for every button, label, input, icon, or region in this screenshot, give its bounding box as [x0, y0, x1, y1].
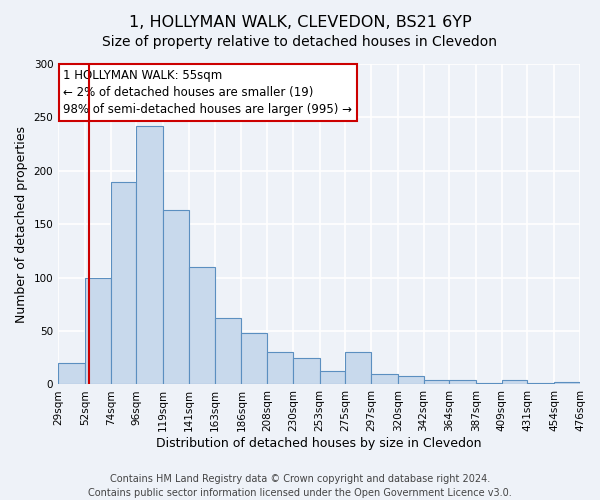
Y-axis label: Number of detached properties: Number of detached properties [15, 126, 28, 322]
Bar [163, 210, 189, 384]
Bar [85, 278, 111, 384]
Bar [346, 352, 371, 384]
Text: 1 HOLLYMAN WALK: 55sqm
← 2% of detached houses are smaller (19)
98% of semi-deta: 1 HOLLYMAN WALK: 55sqm ← 2% of detached … [64, 69, 352, 116]
Bar [398, 376, 424, 384]
Text: Size of property relative to detached houses in Clevedon: Size of property relative to detached ho… [103, 35, 497, 49]
Text: 1, HOLLYMAN WALK, CLEVEDON, BS21 6YP: 1, HOLLYMAN WALK, CLEVEDON, BS21 6YP [128, 15, 472, 30]
Bar [320, 370, 346, 384]
Bar [215, 318, 241, 384]
Bar [502, 380, 527, 384]
Bar [189, 267, 215, 384]
Bar [554, 382, 580, 384]
X-axis label: Distribution of detached houses by size in Clevedon: Distribution of detached houses by size … [157, 437, 482, 450]
Bar [111, 182, 136, 384]
Text: Contains HM Land Registry data © Crown copyright and database right 2024.
Contai: Contains HM Land Registry data © Crown c… [88, 474, 512, 498]
Bar [136, 126, 163, 384]
Bar [267, 352, 293, 384]
Bar [449, 380, 476, 384]
Bar [424, 380, 449, 384]
Bar [293, 358, 320, 384]
Bar [241, 333, 267, 384]
Bar [371, 374, 398, 384]
Bar [58, 363, 85, 384]
